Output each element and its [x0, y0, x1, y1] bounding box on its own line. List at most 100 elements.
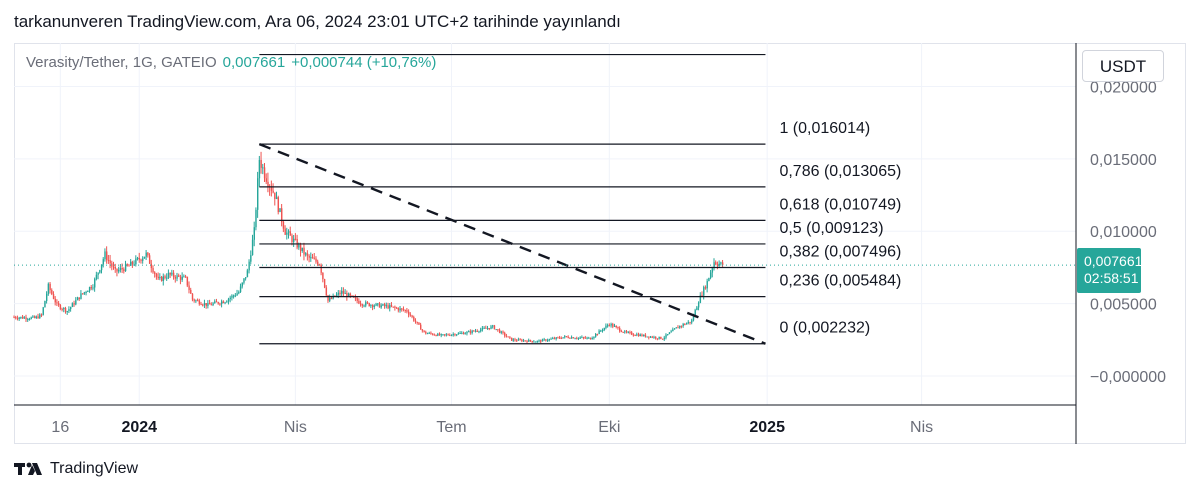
candle-body	[70, 307, 72, 310]
candle-body	[208, 302, 211, 305]
candle-body	[634, 335, 636, 337]
candle-body	[270, 187, 273, 191]
candle-body	[322, 272, 324, 280]
candle-body	[608, 325, 611, 327]
candle-body	[157, 276, 159, 279]
candle-body	[495, 329, 497, 331]
candle-body	[406, 310, 408, 312]
candle-body	[493, 325, 496, 330]
candle-body	[106, 251, 108, 261]
dashed-trendline	[258, 143, 766, 345]
candle-body	[329, 298, 331, 301]
currency-unit-button[interactable]: USDT	[1082, 50, 1164, 82]
candle-body	[21, 316, 24, 319]
candle-body	[234, 295, 237, 297]
candle-body	[135, 258, 137, 265]
candle-body	[416, 321, 418, 323]
candle-body	[378, 303, 381, 308]
candle-body	[178, 275, 180, 277]
candle-body	[685, 323, 688, 325]
candle-body	[318, 264, 321, 266]
price-scale-labels: 0,020000 0,015000 0,010000 0,005000 −0,00000…	[1090, 79, 1166, 386]
candle-body	[351, 295, 353, 297]
candle-body	[200, 304, 202, 306]
candle-body	[673, 328, 676, 330]
candle-body	[637, 334, 640, 337]
candle-body	[481, 327, 484, 330]
candle-body	[150, 263, 153, 269]
candle-body	[490, 326, 492, 329]
candle-body	[339, 292, 341, 294]
fib-level-label: 0,618 (0,010749)	[779, 196, 901, 213]
candle-body	[54, 298, 56, 303]
candle-body	[625, 331, 628, 333]
candle-body	[661, 338, 664, 340]
candle-body	[651, 336, 654, 338]
candle-body	[143, 256, 146, 259]
candle-body	[335, 294, 338, 297]
candle-body	[80, 293, 82, 299]
candle-body	[114, 267, 117, 269]
candle-body	[440, 334, 443, 336]
fib-level-label: 0 (0,002232)	[779, 320, 870, 337]
candle-body	[366, 302, 369, 304]
candle-body	[665, 334, 667, 338]
candle-body	[112, 266, 115, 268]
candle-body	[171, 272, 173, 275]
candle-body	[18, 317, 20, 319]
candle-body	[715, 262, 717, 265]
candle-body	[267, 181, 269, 187]
candle-body	[680, 325, 683, 327]
candle-body	[414, 320, 417, 322]
candle-body	[251, 239, 254, 256]
candle-body	[61, 308, 63, 310]
candle-body	[562, 337, 564, 339]
candle-body	[505, 335, 508, 337]
candle-body	[195, 300, 197, 302]
candle-body	[243, 278, 245, 283]
tradingview-logo-icon	[14, 461, 44, 477]
candle-body	[30, 317, 32, 319]
candle-body	[543, 339, 545, 341]
candle-body	[40, 314, 43, 316]
candle-body	[92, 287, 94, 289]
candle-body	[330, 298, 333, 300]
candle-body	[677, 327, 679, 329]
candle-body	[682, 324, 684, 327]
candle-body	[607, 325, 609, 327]
candle-body	[16, 318, 19, 320]
candle-body	[183, 276, 185, 278]
candle-body	[323, 279, 326, 288]
candle-body	[450, 334, 453, 336]
candle-body	[293, 238, 295, 243]
candle-body	[128, 265, 130, 267]
candle-body	[459, 333, 461, 335]
candle-body	[109, 260, 111, 264]
candle-body	[111, 263, 113, 267]
candle-body	[389, 305, 391, 309]
candle-body	[444, 334, 446, 336]
candle-body	[35, 316, 38, 318]
candle-body	[565, 336, 568, 338]
candle-body	[85, 291, 87, 293]
candle-body	[583, 337, 585, 339]
candle-body	[167, 272, 170, 278]
candle-body	[215, 301, 218, 303]
trendline	[258, 143, 766, 345]
candle-body	[402, 308, 405, 311]
candle-body	[239, 286, 242, 293]
fib-level-label: 0,382 (0,007496)	[779, 243, 901, 260]
candle-body	[435, 334, 437, 336]
candle-body	[576, 338, 578, 340]
chart-frame[interactable]	[14, 43, 1186, 444]
candle-body	[553, 338, 556, 340]
candle-body	[356, 298, 358, 301]
candle-body	[277, 197, 280, 212]
candle-body	[430, 332, 432, 334]
candle-body	[308, 255, 310, 258]
candle-body	[58, 303, 60, 306]
candle-body	[373, 305, 376, 307]
candle-body	[100, 264, 103, 271]
candle-body	[227, 298, 230, 302]
